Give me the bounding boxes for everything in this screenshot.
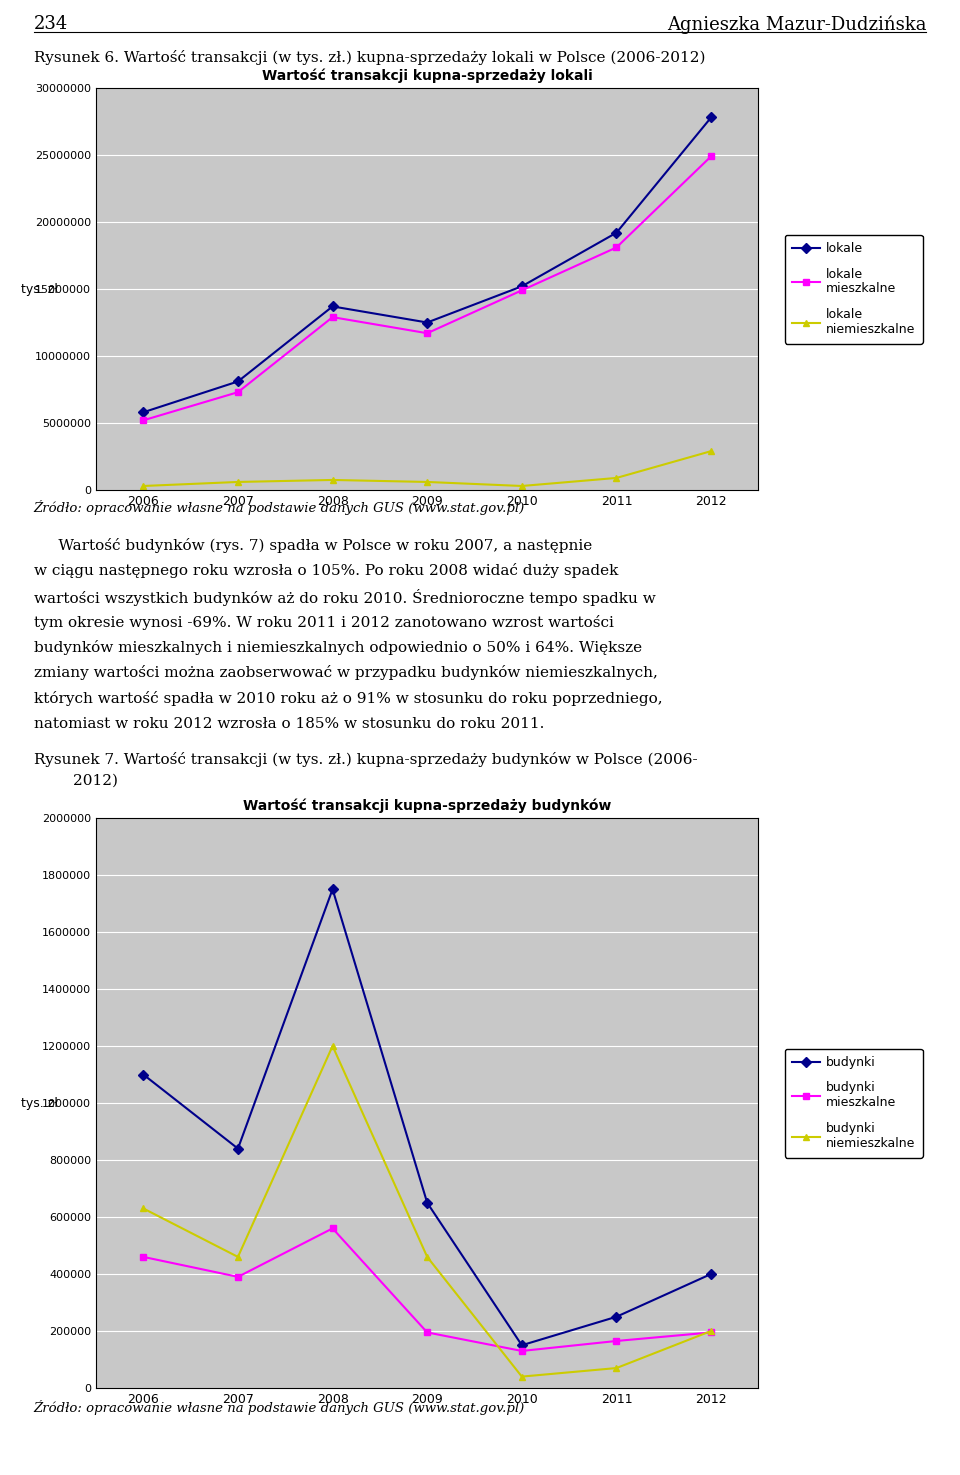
Title: Wartość transakcji kupna-sprzedaży lokali: Wartość transakcji kupna-sprzedaży lokal… <box>262 68 592 83</box>
Text: zmiany wartości można zaobserwować w przypadku budynków niemieszkalnych,: zmiany wartości można zaobserwować w prz… <box>34 665 658 680</box>
Text: w ciągu następnego roku wzrosła o 105%. Po roku 2008 widać duży spadek: w ciągu następnego roku wzrosła o 105%. … <box>34 563 618 578</box>
Text: Rysunek 6. Wartość transakcji (w tys. zł.) kupna-sprzedaży lokali w Polsce (2006: Rysunek 6. Wartość transakcji (w tys. zł… <box>34 50 705 65</box>
Text: Źródło: opracowanie własne na podstawie danych GUS (www.stat.gov.pl): Źródło: opracowanie własne na podstawie … <box>34 1400 525 1415</box>
Text: 234: 234 <box>34 15 68 32</box>
Legend: budynki, budynki
mieszkalne, budynki
niemieszkalne: budynki, budynki mieszkalne, budynki nie… <box>784 1049 923 1158</box>
Text: Źródło: opracowanie własne na podstawie danych GUS (www.stat.gov.pl): Źródło: opracowanie własne na podstawie … <box>34 500 525 515</box>
Text: natomiast w roku 2012 wzrosła o 185% w stosunku do roku 2011.: natomiast w roku 2012 wzrosła o 185% w s… <box>34 717 544 730</box>
Y-axis label: tys. zł: tys. zł <box>21 283 59 295</box>
Y-axis label: tys. zł: tys. zł <box>21 1096 59 1109</box>
Text: Agnieszka Mazur-Dudzińska: Agnieszka Mazur-Dudzińska <box>667 15 926 34</box>
Text: 2012): 2012) <box>34 774 117 788</box>
Text: budynków mieszkalnych i niemieszkalnych odpowiednio o 50% i 64%. Większe: budynków mieszkalnych i niemieszkalnych … <box>34 640 641 655</box>
Text: wartości wszystkich budynków aż do roku 2010. Średnioroczne tempo spadku w: wartości wszystkich budynków aż do roku … <box>34 589 656 606</box>
Title: Wartość transakcji kupna-sprzedaży budynków: Wartość transakcji kupna-sprzedaży budyn… <box>243 798 612 813</box>
Legend: lokale, lokale
mieszkalne, lokale
niemieszkalne: lokale, lokale mieszkalne, lokale niemie… <box>784 235 923 344</box>
Text: Wartość budynków (rys. 7) spadła w Polsce w roku 2007, a następnie: Wartość budynków (rys. 7) spadła w Polsc… <box>34 538 592 553</box>
Text: Rysunek 7. Wartość transakcji (w tys. zł.) kupna-sprzedaży budynków w Polsce (20: Rysunek 7. Wartość transakcji (w tys. zł… <box>34 752 697 767</box>
Text: których wartość spadła w 2010 roku aż o 91% w stosunku do roku poprzedniego,: których wartość spadła w 2010 roku aż o … <box>34 690 662 707</box>
Text: tym okresie wynosi -69%. W roku 2011 i 2012 zanotowano wzrost wartości: tym okresie wynosi -69%. W roku 2011 i 2… <box>34 615 613 630</box>
